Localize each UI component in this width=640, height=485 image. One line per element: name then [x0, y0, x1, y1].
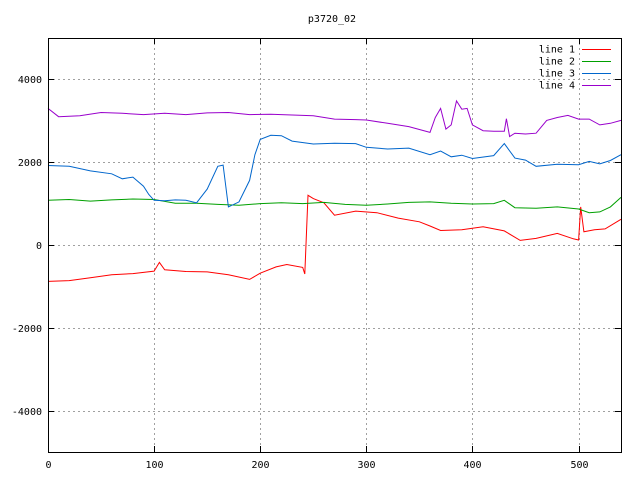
legend-label-line-3: line 3 — [539, 69, 575, 80]
chart-title: p3720_02 — [308, 14, 356, 25]
x-tick-label: 500 — [570, 460, 588, 471]
x-tick-label: 200 — [251, 460, 269, 471]
grid — [48, 38, 621, 452]
series-line-4 — [47, 99, 622, 138]
y-tick-label: 2000 — [18, 158, 42, 169]
legend-label-line-1: line 1 — [539, 45, 575, 56]
series-line-2 — [47, 197, 622, 214]
axis-ticks: 0 100 200 300 400 500 -4000 -2000 0 2000 4000 — [12, 38, 621, 471]
x-tick-label: 0 — [45, 460, 51, 471]
legend-label-line-2: line 2 — [539, 57, 575, 68]
y-tick-label: -2000 — [12, 324, 42, 335]
x-tick-label: 300 — [357, 460, 375, 471]
series-line-3 — [47, 134, 622, 208]
x-tick-label: 100 — [145, 460, 163, 471]
x-tick-label: 400 — [463, 460, 481, 471]
y-tick-label: -4000 — [12, 407, 42, 418]
y-tick-label: 4000 — [18, 75, 42, 86]
series-lines — [47, 99, 622, 282]
y-tick-label: 0 — [36, 241, 42, 252]
legend-label-line-4: line 4 — [539, 81, 575, 92]
series-line-1 — [47, 194, 622, 282]
